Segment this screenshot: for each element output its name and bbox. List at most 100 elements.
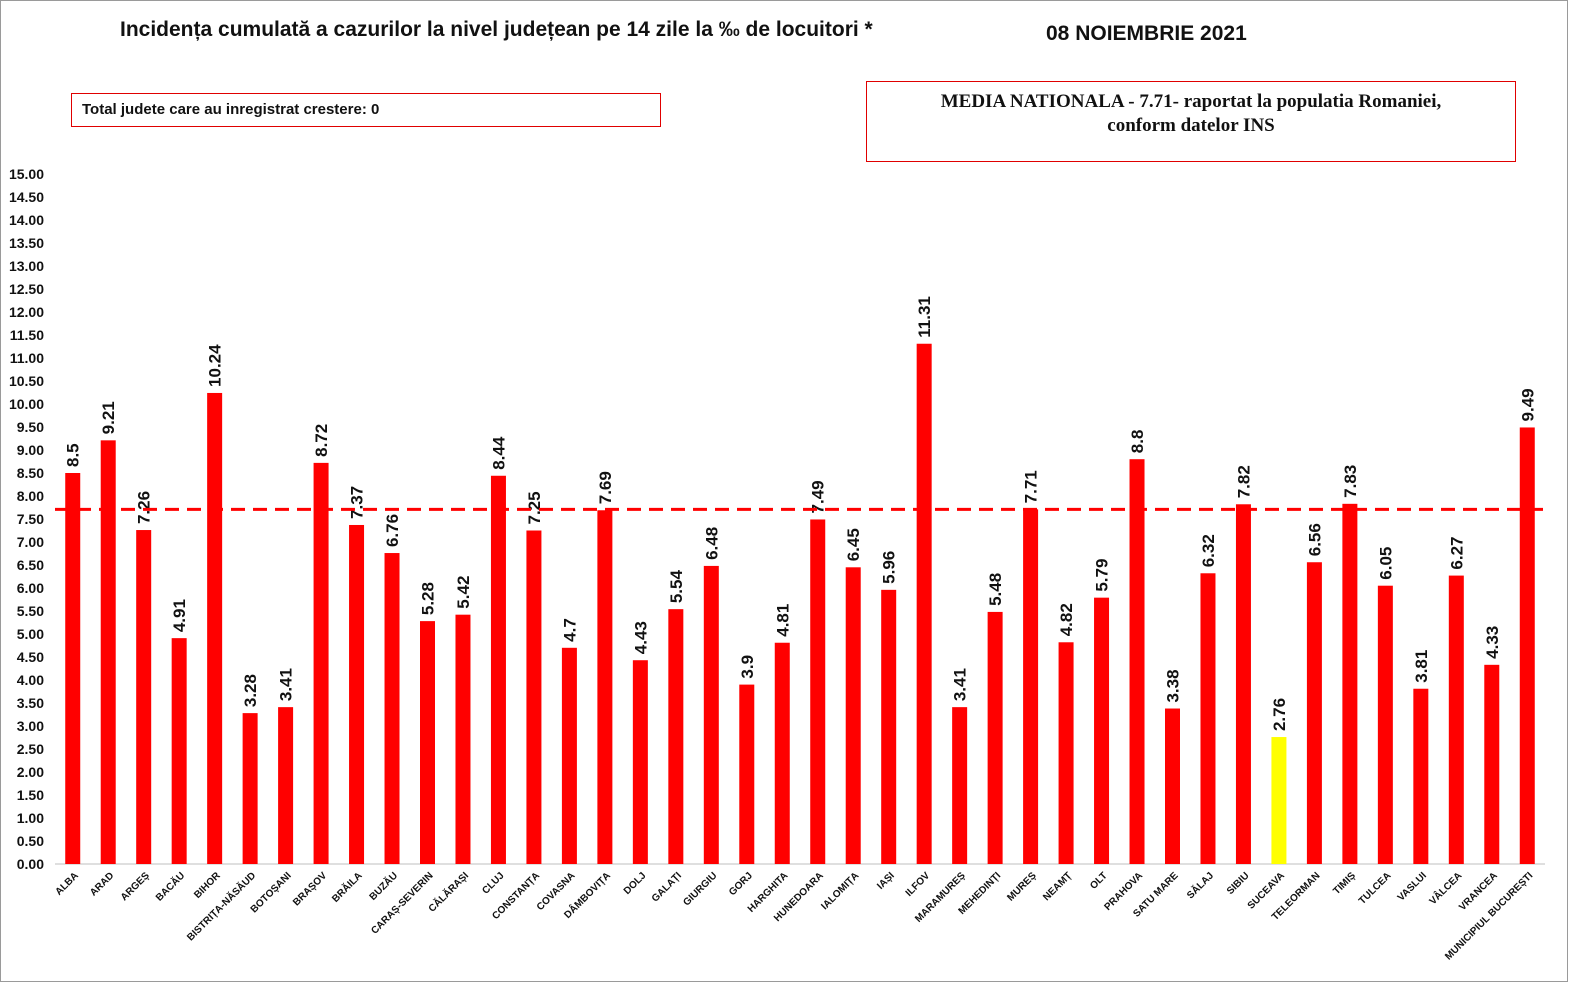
y-tick-label: 4.50 [17,649,44,665]
value-label: 6.32 [1199,534,1218,567]
value-label: 5.48 [986,573,1005,606]
y-tick-label: 14.50 [9,189,44,205]
category-label: ILFOV [904,870,933,899]
y-tick-label: 7.00 [17,534,44,550]
category-label: DOLJ [622,870,649,897]
value-label: 3.38 [1164,669,1183,702]
category-label: ARGEȘ [119,870,152,903]
value-label: 5.54 [667,570,686,604]
bar [1235,504,1251,864]
bar [313,462,329,864]
category-label: ARAD [88,870,116,898]
value-label: 5.96 [880,551,899,584]
value-label: 3.9 [738,655,757,679]
bar [597,510,613,864]
value-label: 5.79 [1093,559,1112,592]
bar [455,614,471,864]
y-tick-label: 15.00 [9,166,44,182]
y-tick-label: 4.00 [17,672,44,688]
y-tick-label: 5.00 [17,626,44,642]
y-tick-label: 6.00 [17,580,44,596]
category-label: TIMIȘ [1331,870,1358,897]
value-label: 8.44 [489,436,508,470]
category-label: GORJ [727,870,755,898]
value-label: 11.31 [915,296,934,338]
category-label: VÂLCEA [1426,869,1464,907]
y-tick-label: 10.00 [9,396,44,412]
category-label: IALOMIȚA [819,870,861,912]
value-label: 2.76 [1270,698,1289,731]
bar [845,567,861,864]
value-label: 3.28 [241,674,260,707]
value-label: 9.49 [1518,388,1537,421]
bar [1058,642,1074,864]
y-tick-label: 9.50 [17,419,44,435]
value-label: 8.5 [64,443,83,467]
category-label: BUZĂU [366,869,400,903]
y-tick-label: 9.00 [17,442,44,458]
value-label: 7.71 [1022,470,1041,503]
value-label: 5.42 [454,576,473,609]
bar [1094,597,1110,864]
category-label: TULCEA [1357,870,1393,906]
category-label: VASLUI [1396,870,1429,903]
category-label: NEAMȚ [1041,870,1074,903]
value-label: 10.24 [206,344,225,387]
value-label: 7.25 [525,491,544,524]
y-tick-label: 5.50 [17,603,44,619]
bar [1342,503,1358,864]
y-tick-label: 6.50 [17,557,44,573]
bar [526,530,542,864]
bar [1129,459,1145,864]
y-tick-label: 11.00 [10,350,44,366]
category-label: CLUJ [480,870,506,896]
bar [916,343,932,864]
bar [952,707,968,864]
value-label: 4.82 [1057,603,1076,636]
bar [349,524,365,864]
bar [100,440,116,864]
y-tick-label: 2.50 [17,741,44,757]
category-label: BRAȘOV [291,870,329,908]
category-label: BISTRIȚA-NĂSĂUD [184,869,258,943]
value-label: 3.41 [277,668,296,701]
bar [1306,562,1322,864]
y-tick-label: 0.50 [17,833,44,849]
bar [171,638,187,864]
y-tick-label: 0.00 [17,856,44,872]
value-label: 7.69 [596,471,615,504]
value-label: 8.72 [312,424,331,457]
value-label: 7.26 [135,491,154,524]
y-tick-label: 12.00 [9,304,44,320]
bar [420,621,435,864]
y-tick-label: 8.50 [17,465,44,481]
chart-date: 08 NOIEMBRIE 2021 [1046,22,1247,45]
category-label: GIURGIU [681,870,719,908]
bar [1271,737,1287,864]
value-label: 7.82 [1234,465,1253,498]
category-label: SĂLAJ [1184,869,1216,901]
bar [1413,688,1429,864]
category-label: MUREȘ [1005,870,1039,904]
value-label: 8.8 [1128,430,1147,454]
y-tick-label: 12.50 [9,281,44,297]
value-label: 4.81 [773,604,792,637]
bar [278,707,294,864]
value-label: 3.81 [1412,650,1431,683]
y-tick-label: 1.50 [17,787,44,803]
value-label: 6.56 [1305,523,1324,556]
value-label: 7.49 [809,480,828,513]
bar [136,530,152,864]
bar [1165,708,1180,864]
bar [632,660,648,864]
category-label: GALAȚI [650,870,684,904]
y-tick-label: 10.50 [9,373,44,389]
value-label: 6.76 [383,514,402,547]
chart-title: Incidența cumulată a cazurilor la nivel … [120,18,873,41]
y-tick-label: 11.50 [10,327,44,343]
bar [207,392,223,864]
bar [810,519,826,864]
category-label: BACĂU [153,869,188,904]
category-label: BRĂILA [329,869,365,905]
